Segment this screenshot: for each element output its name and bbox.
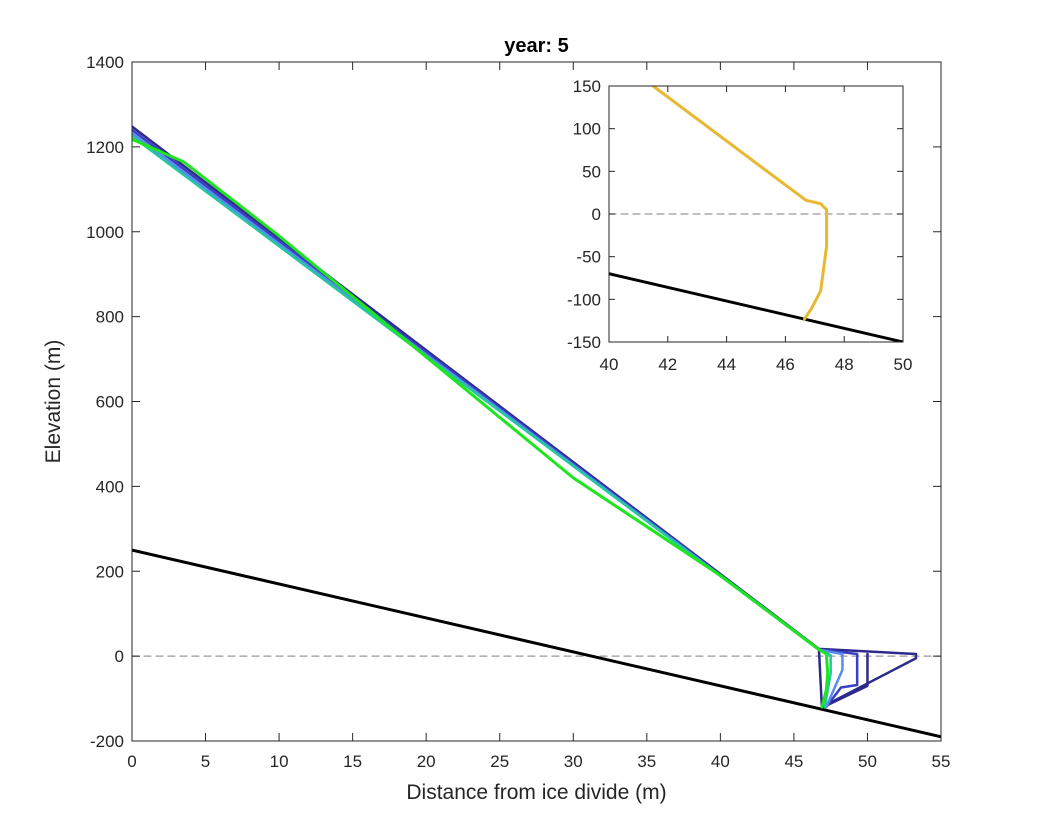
inset-ytick-label: -50 (576, 248, 601, 267)
main-xtick-label: 55 (932, 752, 951, 771)
main-xtick-label: 5 (201, 752, 210, 771)
main-xtick-label: 35 (637, 752, 656, 771)
main-xtick-label: 15 (343, 752, 362, 771)
inset-ytick-label: 50 (582, 162, 601, 181)
main-xtick-label: 25 (490, 752, 509, 771)
main-ytick-label: 1200 (86, 138, 124, 157)
main-series-profile-7 (132, 137, 830, 709)
main-ytick-label: 0 (115, 647, 124, 666)
inset-xtick-label: 50 (894, 355, 913, 374)
main-ytick-label: 600 (96, 393, 124, 412)
main-ytick-label: -200 (90, 732, 124, 751)
main-xtick-label: 50 (858, 752, 877, 771)
main-ytick-label: 200 (96, 562, 124, 581)
inset-ytick-label: 150 (573, 77, 601, 96)
main-ytick-label: 400 (96, 477, 124, 496)
inset-plot: 40 42 44 46 48 50 -150 -100 -50 0 50 100 150 (567, 77, 912, 374)
inset-ytick-label: 100 (573, 120, 601, 139)
main-xlabel: Distance from ice divide (m) (406, 781, 666, 804)
main-xtick-label: 20 (417, 752, 436, 771)
inset-xtick-label: 44 (717, 355, 736, 374)
inset-ytick-label: -100 (567, 290, 601, 309)
inset-ytick-label: -150 (567, 333, 601, 352)
inset-series-profile-2 (651, 86, 829, 321)
main-xtick-label: 30 (564, 752, 583, 771)
inset-xtick-label: 46 (776, 355, 795, 374)
main-xtick-label: 40 (711, 752, 730, 771)
main-series-profile-6 (132, 135, 832, 709)
main-xtick-label: 0 (127, 752, 136, 771)
inset-ytick-label: 0 (592, 205, 601, 224)
inset-xtick-label: 48 (835, 355, 854, 374)
inset-xtick-label: 42 (658, 355, 677, 374)
main-data-layer (132, 125, 941, 739)
main-ytick-label: 800 (96, 308, 124, 327)
main-ytick-label: 1000 (86, 223, 124, 242)
main-xtick-label: 45 (784, 752, 803, 771)
main-ytick-label: 1400 (86, 53, 124, 72)
main-ylabel: Elevation (m) (42, 340, 65, 464)
main-title: year: 5 (504, 35, 569, 57)
main-xtick-label: 10 (270, 752, 289, 771)
main-series-bed-1 (132, 548, 941, 739)
inset-data-layer (609, 86, 903, 342)
main-series-profile-front-3 (822, 652, 869, 709)
inset-series-bed-1 (609, 272, 903, 342)
inset-xtick-label: 40 (600, 355, 619, 374)
